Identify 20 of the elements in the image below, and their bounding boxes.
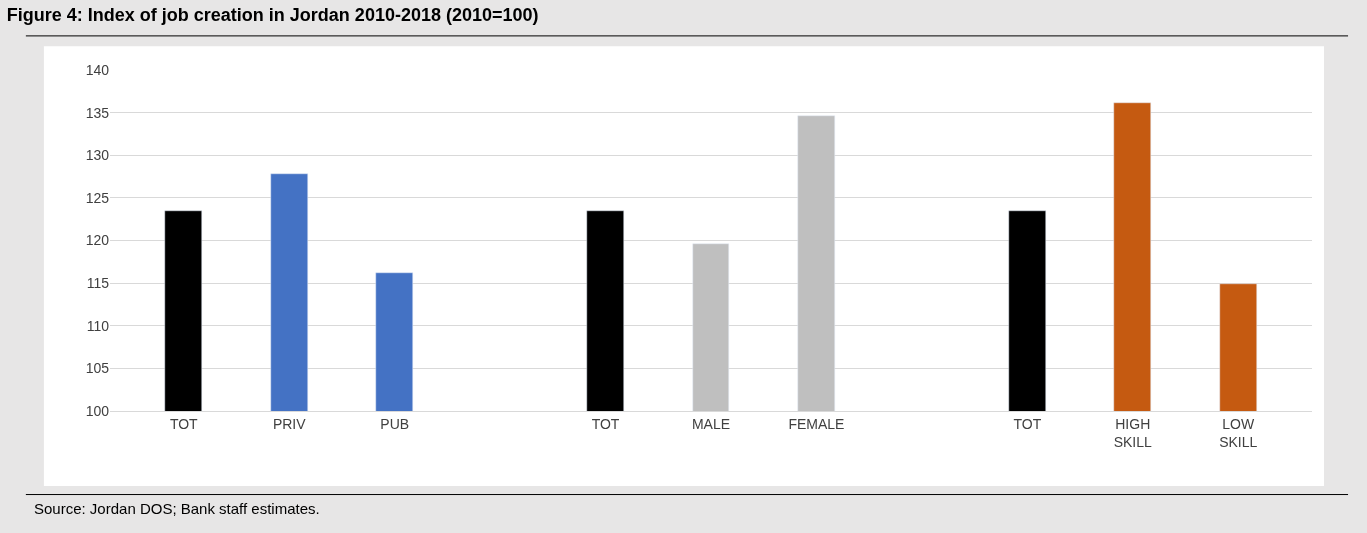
y-tick-label: 135: [85, 104, 110, 121]
x-tick-label: TOT: [1013, 415, 1042, 432]
y-tick-label: 115: [86, 275, 110, 292]
x-tick-label: PUB: [380, 415, 410, 432]
chart-title: Figure 4: Index of job creation in Jordan 2010-2018 (2010=100): [6, 4, 539, 25]
y-tick-label: 120: [85, 232, 110, 249]
x-tick-label: TOT: [169, 415, 199, 432]
y-tick-label: 130: [85, 147, 110, 164]
x-tick-label: PRIV: [272, 415, 307, 432]
x-tick-label: MALE: [691, 415, 731, 432]
y-tick-label: 100: [85, 402, 110, 419]
y-tick-label: 140: [85, 61, 110, 78]
y-tick-label: 105: [85, 360, 110, 377]
source-note: Source: Jordan DOS; Bank staff estimates.: [34, 500, 320, 517]
x-tick-label: LOW SKILL: [1219, 415, 1258, 450]
x-tick-label: HIGH SKILL: [1113, 415, 1153, 450]
y-tick-label: 110: [86, 317, 110, 334]
y-tick-label: 125: [85, 189, 110, 206]
x-tick-label: TOT: [591, 415, 620, 432]
x-tick-label: FEMALE: [788, 415, 845, 432]
